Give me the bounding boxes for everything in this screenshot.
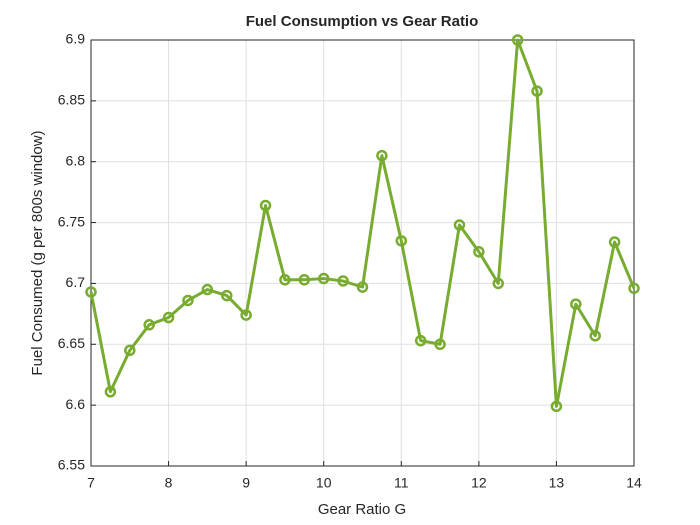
- data-point: [279, 274, 291, 286]
- data-point: [589, 330, 601, 342]
- data-point: [337, 275, 349, 287]
- data-point: [259, 199, 272, 212]
- y-tick-label: 6.55: [58, 457, 85, 473]
- chart-title: Fuel Consumption vs Gear Ratio: [246, 13, 479, 30]
- y-axis-label: Fuel Consumed (g per 800s window): [29, 130, 46, 375]
- data-point: [395, 235, 408, 247]
- data-point: [162, 311, 175, 324]
- data-point: [531, 85, 543, 97]
- y-tick-label: 6.9: [66, 31, 86, 47]
- x-tick-label: 7: [87, 475, 95, 491]
- data-point: [628, 282, 640, 295]
- x-tick-label: 8: [165, 475, 173, 491]
- y-tick-label: 6.75: [58, 213, 85, 229]
- data-point: [414, 334, 427, 347]
- y-tick-label: 6.6: [66, 396, 86, 412]
- x-tick-label: 10: [316, 475, 332, 491]
- data-point: [473, 246, 485, 258]
- data-point: [317, 272, 330, 285]
- data-point: [143, 319, 155, 331]
- data-point: [550, 400, 563, 413]
- data-point: [221, 289, 233, 302]
- x-axis-label: Gear Ratio G: [318, 501, 406, 518]
- data-line: [89, 38, 636, 408]
- axes-box: [90, 39, 635, 467]
- y-tick-label: 6.65: [58, 335, 85, 351]
- data-point: [511, 34, 524, 46]
- y-tick-label: 6.7: [66, 274, 86, 290]
- y-tick-label: 6.85: [58, 92, 85, 108]
- x-tick-label: 11: [394, 475, 409, 491]
- data-point: [182, 294, 194, 307]
- data-point: [201, 283, 214, 296]
- x-tick-label: 14: [626, 475, 642, 491]
- data-point: [492, 277, 504, 290]
- x-tick-label: 13: [549, 475, 565, 491]
- data-point: [376, 149, 388, 162]
- data-point: [453, 219, 466, 231]
- data-point: [298, 274, 311, 286]
- y-tick-label: 6.8: [66, 152, 86, 168]
- data-point: [104, 386, 117, 398]
- data-point: [85, 286, 97, 298]
- data-point: [608, 236, 621, 248]
- data-point: [356, 281, 369, 293]
- data-point: [124, 344, 136, 357]
- data-point: [434, 338, 446, 351]
- data-point: [240, 309, 252, 321]
- x-tick-label: 9: [242, 475, 250, 491]
- x-tick-label: 12: [471, 475, 487, 491]
- data-point: [570, 298, 582, 310]
